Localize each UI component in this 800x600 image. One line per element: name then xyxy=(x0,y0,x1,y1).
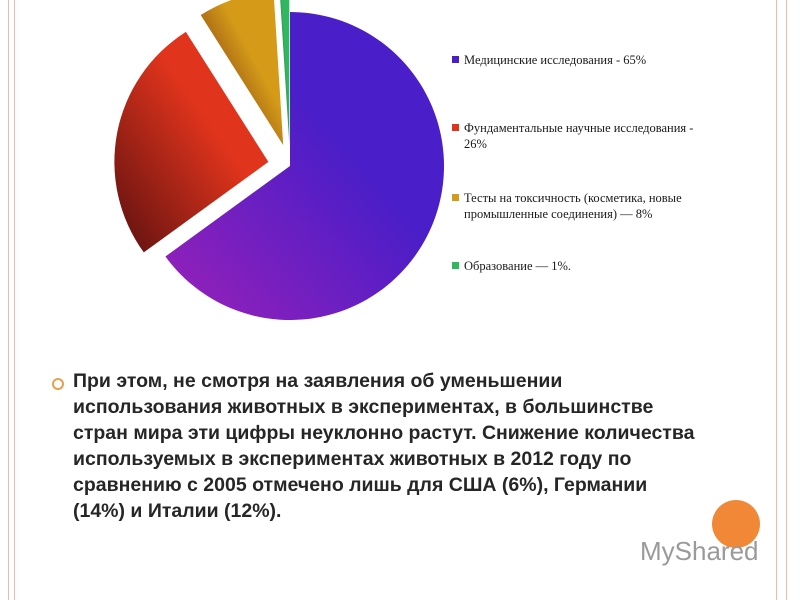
legend-label: Фундаментальные научные исследования - 2… xyxy=(464,121,694,151)
legend-label: Медицинские исследования - 65% xyxy=(464,53,647,67)
legend-label: Образование — 1%. xyxy=(464,259,572,273)
pie-chart xyxy=(114,0,444,321)
legend-swatch xyxy=(452,124,459,131)
pie-slice xyxy=(165,12,444,321)
legend-item: Образование — 1%. xyxy=(452,258,704,274)
slide-border xyxy=(776,0,777,600)
paragraph: При этом, не смотря на заявления об умен… xyxy=(73,370,695,522)
legend-label: Тесты на токсичность (косметика, новые п… xyxy=(464,191,682,221)
decoration-circle xyxy=(712,500,760,548)
legend-swatch xyxy=(452,194,459,201)
slide-border xyxy=(14,0,15,600)
legend-item: Тесты на токсичность (косметика, новые п… xyxy=(452,190,704,222)
slide-border xyxy=(8,0,9,600)
legend-item: Фундаментальные научные исследования - 2… xyxy=(452,120,704,152)
pie-slice xyxy=(280,0,290,145)
legend-swatch xyxy=(452,262,459,269)
watermark: MyShared xyxy=(640,536,759,566)
legend-swatch xyxy=(452,56,459,63)
slide-border xyxy=(786,0,787,600)
pie-slice xyxy=(200,0,284,146)
bullet xyxy=(52,378,64,390)
pie-slice xyxy=(114,31,269,253)
legend-item: Медицинские исследования - 65% xyxy=(452,52,704,68)
